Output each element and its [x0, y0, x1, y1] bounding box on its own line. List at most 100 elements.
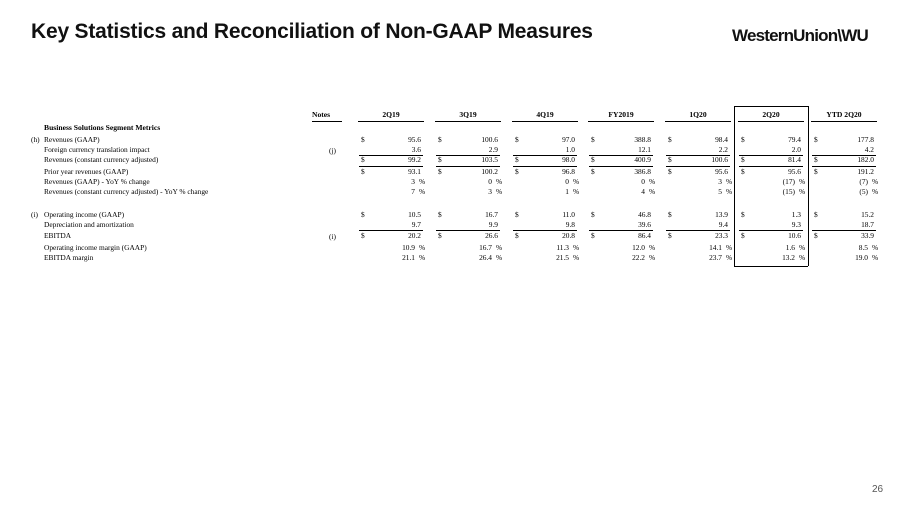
notes-header-rule: [312, 121, 342, 122]
percent-sign: %: [726, 253, 733, 262]
table-cell-value: 182.0: [857, 155, 874, 164]
dollar-sign: $: [438, 231, 442, 240]
percent-sign: %: [649, 253, 656, 262]
percent-sign: %: [872, 253, 879, 262]
dollar-sign: $: [438, 210, 442, 219]
slide-title: Key Statistics and Reconciliation of Non…: [31, 20, 593, 43]
percent-sign: %: [872, 187, 879, 196]
dollar-sign: $: [814, 231, 818, 240]
table-cell-value: 21.1: [402, 253, 415, 262]
percent-sign: %: [419, 243, 426, 252]
table-cell-value: 9.9: [488, 220, 498, 229]
dollar-sign: $: [814, 210, 818, 219]
table-cell-value: 386.8: [634, 167, 651, 176]
dollar-sign: $: [361, 231, 365, 240]
dollar-sign: $: [668, 210, 672, 219]
percent-sign: %: [496, 177, 503, 186]
table-cell-value: 96.8: [562, 167, 575, 176]
table-cell-value: 9.3: [791, 220, 801, 229]
table-cell-value: 79.4: [788, 135, 801, 144]
dollar-sign: $: [741, 167, 745, 176]
table-cell-value: 7: [411, 187, 415, 196]
percent-sign: %: [573, 187, 580, 196]
dollar-sign: $: [668, 231, 672, 240]
dollar-sign: $: [741, 155, 745, 164]
table-cell-value: 100.6: [711, 155, 728, 164]
cell-underline: [739, 155, 803, 156]
table-cell-value: 11.3: [556, 243, 569, 252]
percent-sign: %: [419, 177, 426, 186]
table-cell-value: 18.7: [861, 220, 874, 229]
percent-sign: %: [649, 177, 656, 186]
cell-double-rule: [666, 166, 730, 167]
table-cell-value: 9.7: [411, 220, 421, 229]
percent-sign: %: [573, 177, 580, 186]
column-header-rule: [738, 121, 804, 122]
percent-sign: %: [872, 243, 879, 252]
table-cell-value: 3.6: [411, 145, 421, 154]
table-cell-value: (5): [859, 187, 868, 196]
table-cell-value: 97.0: [562, 135, 575, 144]
column-header-rule: [811, 121, 877, 122]
section-title: Business Solutions Segment Metrics: [44, 123, 161, 132]
table-cell-value: 95.6: [408, 135, 421, 144]
table-cell-value: 2.0: [791, 145, 801, 154]
dollar-sign: $: [515, 155, 519, 164]
table-cell-value: 2.9: [488, 145, 498, 154]
cell-underline: [589, 230, 653, 231]
table-cell-value: 1.6: [785, 243, 795, 252]
table-cell-value: 15.2: [861, 210, 874, 219]
column-header: 4Q19: [536, 110, 554, 119]
table-cell-value: 26.4: [479, 253, 492, 262]
percent-sign: %: [573, 253, 580, 262]
dollar-sign: $: [814, 155, 818, 164]
table-cell-value: 191.2: [857, 167, 874, 176]
table-cell-value: 388.8: [634, 135, 651, 144]
page-number: 26: [872, 484, 884, 495]
dollar-sign: $: [515, 231, 519, 240]
table-cell-value: 20.2: [408, 231, 421, 240]
table-cell-value: 33.9: [861, 231, 874, 240]
column-header-rule: [512, 121, 578, 122]
column-header: 2Q19: [382, 110, 400, 119]
dollar-sign: $: [591, 167, 595, 176]
column-header: 3Q19: [459, 110, 477, 119]
dollar-sign: $: [741, 210, 745, 219]
table-cell-value: 11.0: [562, 210, 575, 219]
cell-underline: [513, 155, 577, 156]
percent-sign: %: [419, 187, 426, 196]
dollar-sign: $: [814, 135, 818, 144]
table-cell-value: 22.2: [632, 253, 645, 262]
dollar-sign: $: [591, 231, 595, 240]
table-cell-value: 10.6: [788, 231, 801, 240]
cell-underline: [359, 230, 423, 231]
highlight-box-edge: [734, 106, 808, 107]
table-cell-value: 3: [488, 187, 492, 196]
table-cell-value: 5: [718, 187, 722, 196]
column-header-rule: [358, 121, 424, 122]
row-label: Prior year revenues (GAAP): [44, 167, 129, 176]
table-cell-value: 0: [488, 177, 492, 186]
row-label: Foreign currency translation impact: [44, 145, 150, 154]
dollar-sign: $: [438, 167, 442, 176]
dollar-sign: $: [361, 167, 365, 176]
dollar-sign: $: [361, 155, 365, 164]
table-cell-value: 21.5: [556, 253, 569, 262]
cell-underline: [436, 155, 500, 156]
cell-underline: [812, 230, 876, 231]
percent-sign: %: [496, 243, 503, 252]
cell-underline: [666, 230, 730, 231]
cell-underline: [359, 155, 423, 156]
row-label: Revenues (GAAP) - YoY % change: [44, 177, 150, 186]
table-cell-value: (7): [859, 177, 868, 186]
table-cell-value: 100.2: [481, 167, 498, 176]
row-label: Operating income margin (GAAP): [44, 243, 147, 252]
row-label: EBITDA: [44, 231, 72, 240]
table-cell-value: 400.9: [634, 155, 651, 164]
highlight-box-edge: [734, 266, 808, 267]
table-cell-value: 98.4: [715, 135, 728, 144]
percent-sign: %: [726, 243, 733, 252]
cell-double-rule: [739, 166, 803, 167]
row-note: (j): [329, 146, 336, 155]
table-cell-value: 86.4: [638, 231, 651, 240]
